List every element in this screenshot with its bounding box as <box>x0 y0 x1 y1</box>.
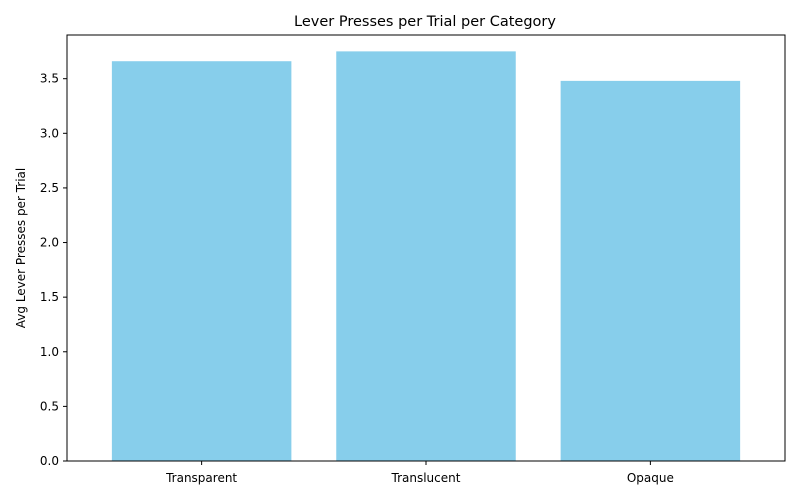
y-ticks-group: 0.0 0.5 1.0 1.5 2.0 2.5 3.0 3.5 <box>40 72 67 468</box>
x-ticks-group: Transparent Translucent Opaque <box>165 461 674 485</box>
y-tick-label: 1.0 <box>40 345 59 359</box>
x-tick-label: Translucent <box>391 471 461 485</box>
chart-title: Lever Presses per Trial per Category <box>294 14 556 30</box>
bars-group <box>111 51 741 461</box>
y-tick-label: 3.0 <box>40 126 59 140</box>
bar-translucent <box>336 51 516 461</box>
bar-opaque <box>560 80 741 461</box>
plot-frame <box>66 34 786 462</box>
x-tick-label: Transparent <box>165 471 237 485</box>
y-tick-label: 1.5 <box>40 290 59 304</box>
y-tick-label: 2.5 <box>40 181 59 195</box>
y-tick-label: 2.0 <box>40 236 59 250</box>
bar-transparent <box>111 61 292 461</box>
y-tick-label: 3.5 <box>40 72 59 86</box>
x-tick-label: Opaque <box>627 471 674 485</box>
y-axis-label: Avg Lever Presses per Trial <box>14 168 28 328</box>
y-tick-label: 0.5 <box>40 399 59 413</box>
y-tick-label: 0.0 <box>40 454 59 468</box>
